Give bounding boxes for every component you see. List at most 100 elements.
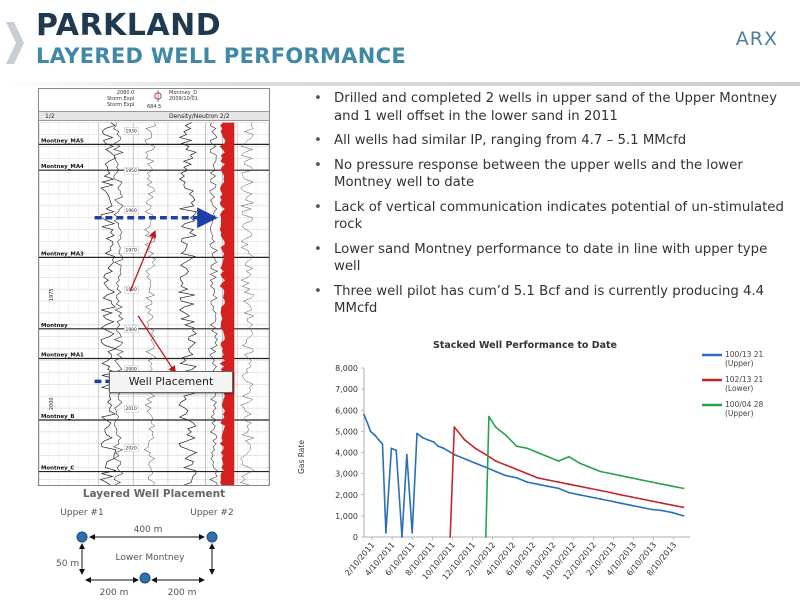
page-subtitle: LAYERED WELL PERFORMANCE [36,44,406,68]
log-header-left: 2080.0 Storm Expl Storm Expl [107,90,135,108]
log-curve [112,122,124,485]
data-point [526,481,529,483]
well-symbol-icon [154,90,162,102]
data-point [568,455,570,458]
stacked-well-performance-chart: Stacked Well Performance to Date 0 1,000 2,… [297,340,764,582]
formation-marker-label: Montney_MA3 [41,251,84,257]
log-shading [219,122,235,485]
data-point [588,496,591,498]
company-logo: ARX [735,28,778,50]
side-depth-label: 1975 [49,288,55,301]
data-point [557,460,560,462]
data-point [661,509,664,512]
upper2-label: Upper #2 [190,508,233,518]
log-tracks: Montney_MA5 Montney_MA4 Montney_MA3 Montney… [39,122,269,485]
data-point [588,466,591,469]
log-caption: Layered Well Placement [82,488,226,500]
data-point [682,506,685,509]
chart-title: Stacked Well Performance to Date [433,340,617,351]
data-point [390,447,393,450]
data-point [515,468,518,471]
formation-marker-label: Montney_B [41,414,75,420]
legend-label: (Upper) [725,359,754,368]
span-top-label: 400 m [134,525,163,535]
data-point [640,479,643,481]
y-tick-label: 5,000 [335,427,358,436]
data-point [578,493,581,496]
data-point [536,451,539,454]
data-point [640,506,643,509]
y-tick-label: 3,000 [335,470,358,479]
y-tick-label: 6,000 [335,406,358,415]
data-point [661,502,664,505]
data-point [411,531,414,534]
span-right-label: 200 m [168,588,197,598]
lower-label: Lower Montney [116,553,186,563]
lower-well-marker [139,572,151,584]
data-point [484,453,487,456]
data-point [672,511,674,514]
data-point [651,500,653,502]
legend-label: 100/04 28 [725,400,764,409]
data-point [463,457,466,460]
formation-marker-label: Montney_MA4 [41,164,84,170]
data-point [463,438,466,441]
data-point [536,483,539,486]
y-tick-label: 2,000 [335,491,358,500]
data-point [432,441,435,443]
data-point [599,489,602,492]
data-point [661,483,664,486]
depth-label: 2020 [126,446,137,452]
depth-label: 1930 [126,128,137,134]
depth-label: 1960 [126,208,137,214]
data-point [547,479,549,481]
log-header: 2080.0 Storm Expl Storm Expl Montney_D 2… [39,89,269,111]
data-point [568,483,570,486]
data-point [630,504,633,507]
data-point [369,430,372,433]
formation-marker-label: Montney_MA1 [41,353,84,359]
data-point [610,491,612,494]
data-point [381,443,384,445]
depth-label: 1950 [126,168,137,174]
legend-label: 102/13 21 [725,375,764,384]
data-point [366,422,369,424]
data-point [682,515,685,517]
y-tick-label: 7,000 [335,385,358,394]
log-curve [209,122,219,485]
data-point [599,470,602,473]
bullet-item: Lack of vertical communication indicates… [312,199,792,234]
log-curve [99,122,118,485]
data-point [515,476,518,479]
legend-label: (Upper) [725,409,754,418]
data-point [651,508,653,511]
log-grid [39,122,269,485]
data-point [474,462,477,464]
data-point [405,453,408,456]
log-header-depth: 684.5 [147,104,162,110]
side-depth-label: 2000 [49,397,55,410]
log-track-bar: 1/2 Density/Neutron 2/2 [39,111,269,121]
upper1-label: Upper #1 [60,508,103,518]
log-curve [177,122,198,485]
bullet-item: All wells had similar IP, ranging from 4… [312,132,792,150]
header-divider [0,82,800,86]
data-point [557,487,560,490]
bullet-list: Drilled and completed 2 wells in upper s… [312,90,792,325]
data-point [557,481,560,483]
data-point [421,436,424,439]
bullet-item: Three well pilot has cum’d 5.1 Bcf and i… [312,283,792,318]
well-placement-diagram: Upper #1 Upper #2 400 m Lower Montney 50… [56,508,234,598]
data-point [363,413,365,416]
data-point [488,415,490,418]
data-point [377,438,380,441]
log-curve [143,122,157,485]
data-point [385,531,387,534]
data-point [599,498,602,500]
formation-marker-label: Montney_MA5 [41,138,84,144]
data-point [474,447,477,450]
data-point [672,485,674,488]
data-point [588,487,591,490]
depth-label: 1990 [126,327,137,333]
data-point [630,476,633,479]
